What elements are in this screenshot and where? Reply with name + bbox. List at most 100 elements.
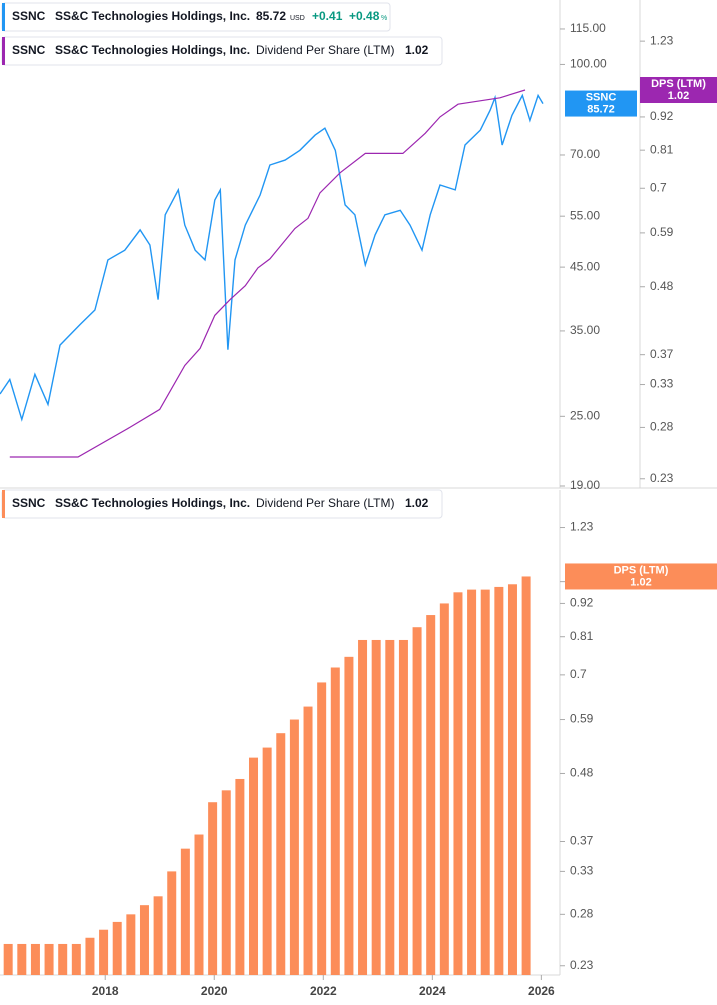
symbol: SSNC <box>12 9 46 23</box>
bar <box>385 639 395 975</box>
y2-tick-label: 1.23 <box>650 33 674 47</box>
y-tick-label: 25.00 <box>570 408 600 422</box>
bar <box>167 871 177 975</box>
y-tick-label: 100.00 <box>570 57 607 71</box>
tag-name: SSNC <box>586 91 617 103</box>
y-tick-label: 45.00 <box>570 259 600 273</box>
bar <box>344 656 354 975</box>
pct-sign: % <box>381 15 387 22</box>
company-name: SS&C Technologies Holdings, Inc. <box>55 43 250 57</box>
y-tick-label: 70.00 <box>570 147 600 161</box>
bar <box>194 834 204 975</box>
bar <box>494 586 504 975</box>
tag-name: DPS (LTM) <box>651 78 706 90</box>
y2-tick-label: 0.48 <box>650 279 674 293</box>
tag-value: 85.72 <box>587 103 615 115</box>
symbol: SSNC <box>12 43 46 57</box>
bar <box>235 778 245 975</box>
bar <box>71 943 81 975</box>
y-tick-label: 0.81 <box>570 629 594 643</box>
indicator-value: 1.02 <box>405 496 429 510</box>
y-tick-label: 115.00 <box>570 21 606 35</box>
y-tick-label: 55.00 <box>570 208 600 222</box>
y-tick-label: 1.23 <box>570 520 594 534</box>
y2-tick-label: 0.23 <box>650 471 674 485</box>
bar <box>398 639 408 975</box>
legend-swatch <box>2 490 5 518</box>
bar <box>99 929 109 975</box>
bar <box>126 914 136 975</box>
y-tick-label: 0.92 <box>570 596 594 610</box>
y2-tick-label: 0.37 <box>650 347 674 361</box>
bar <box>262 747 272 975</box>
bar <box>521 576 531 975</box>
y-tick-label: 0.28 <box>570 907 594 921</box>
y2-tick-label: 0.59 <box>650 225 674 239</box>
y-tick-label: 0.33 <box>570 864 594 878</box>
x-tick-label: 2018 <box>92 984 119 998</box>
tag-value: 1.02 <box>668 90 689 102</box>
y-tick-label: 35.00 <box>570 323 600 337</box>
bar <box>221 790 231 975</box>
tag-name: DPS (LTM) <box>614 564 669 576</box>
series-line <box>0 93 544 422</box>
y2-tick-label: 0.33 <box>650 377 674 391</box>
x-tick-label: 2020 <box>201 984 228 998</box>
y-tick-label: 19.00 <box>570 478 600 492</box>
bar <box>85 937 95 975</box>
y-tick-label: 0.37 <box>570 834 594 848</box>
bar <box>112 921 122 975</box>
bar <box>303 706 313 975</box>
y-tick-label: 0.7 <box>570 667 587 681</box>
bar <box>453 592 463 975</box>
bar <box>276 733 286 975</box>
indicator-value: 1.02 <box>405 43 429 57</box>
bar <box>58 943 68 975</box>
bar <box>208 802 218 975</box>
x-tick-label: 2024 <box>419 984 446 998</box>
y2-tick-label: 0.92 <box>650 109 674 123</box>
bar <box>30 943 40 975</box>
bar <box>412 627 422 975</box>
bar <box>139 905 149 975</box>
company-name: SS&C Technologies Holdings, Inc. <box>55 496 250 510</box>
indicator: Dividend Per Share (LTM) <box>256 496 395 510</box>
bar <box>44 943 54 975</box>
change: +0.41 <box>312 9 343 23</box>
legend-swatch <box>2 37 5 65</box>
bar <box>426 615 436 975</box>
price-tag <box>640 77 717 104</box>
bar <box>3 943 13 975</box>
indicator: Dividend Per Share (LTM) <box>256 43 395 57</box>
y2-tick-label: 0.81 <box>650 142 674 156</box>
bar <box>467 589 477 975</box>
tag-value: 1.02 <box>630 576 651 588</box>
series-line <box>9 89 526 458</box>
bar <box>480 589 490 975</box>
y2-tick-label: 0.28 <box>650 420 674 434</box>
bar <box>439 603 449 975</box>
bar <box>358 639 368 975</box>
bar <box>507 584 517 975</box>
y-tick-label: 0.59 <box>570 712 594 726</box>
y2-tick-label: 0.7 <box>650 180 667 194</box>
x-tick-label: 2026 <box>528 984 555 998</box>
price: 85.72 <box>256 9 286 23</box>
symbol: SSNC <box>12 496 46 510</box>
bar <box>17 943 27 975</box>
x-tick-label: 2022 <box>310 984 337 998</box>
bar <box>317 682 327 975</box>
bar <box>289 719 299 975</box>
bar <box>330 667 340 975</box>
bar <box>153 896 163 975</box>
change-pct: +0.48 <box>349 9 380 23</box>
y-tick-label: 0.48 <box>570 766 594 780</box>
price-tag <box>565 90 637 117</box>
y-tick-label: 0.23 <box>570 958 594 972</box>
price-tag <box>565 563 717 590</box>
bar <box>371 639 381 975</box>
company-name: SS&C Technologies Holdings, Inc. <box>55 9 250 23</box>
legend-swatch <box>2 3 5 31</box>
